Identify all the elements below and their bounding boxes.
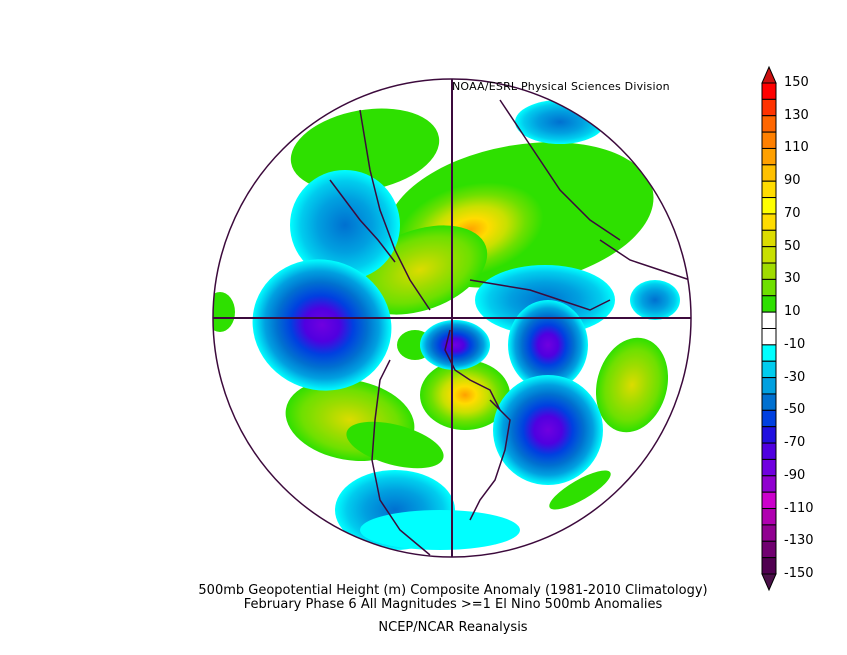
colorbar-segment: [761, 164, 777, 182]
colorbar-segment: [761, 180, 777, 199]
colorbar-segment: [761, 491, 777, 510]
colorbar-segment: [761, 524, 777, 542]
colorbar-tick-label: -150: [784, 566, 814, 581]
colorbar-segment: [761, 82, 777, 100]
colorbar-segment: [761, 115, 777, 133]
colorbar-segment: [761, 540, 777, 559]
colorbar-segment: [761, 98, 777, 117]
colorbar-segment: [761, 246, 777, 264]
colorbar-segment: [761, 197, 777, 215]
colorbar-tick-label: 10: [784, 304, 801, 320]
colorbar-tick-label: 110: [784, 140, 809, 156]
colorbar-segment: [761, 377, 777, 395]
credit-text: NOAA/ESRL Physical Sciences Division: [452, 80, 670, 93]
colorbar-tick-label: 30: [784, 271, 801, 287]
colorbar-segments: [761, 82, 777, 575]
colorbar-over-arrow: [761, 65, 777, 84]
colorbar-tick-label: 150: [784, 75, 809, 90]
colorbar-tick-label: 130: [784, 107, 809, 123]
colorbar-under-arrow: [761, 573, 777, 592]
colorbar-tick-label: -110: [784, 500, 814, 516]
caption-line-2: February Phase 6 All Magnitudes >=1 El N…: [243, 597, 663, 612]
colorbar-segment: [761, 409, 777, 428]
colorbar-segment: [761, 213, 777, 231]
colorbar-segment: [761, 393, 777, 411]
colorbar-tick-label: -50: [784, 402, 806, 418]
colorbar-segment: [761, 262, 777, 280]
colorbar-tick-label: -10: [784, 336, 806, 352]
caption-line-1: 500mb Geopotential Height (m) Composite …: [198, 583, 708, 598]
colorbar-segment: [761, 147, 777, 166]
colorbar-segment: [761, 229, 777, 248]
colorbar-segment: [761, 475, 777, 493]
colorbar-segment: [761, 557, 777, 575]
coastlines: [329, 99, 691, 556]
colorbar-segment: [761, 508, 777, 526]
colorbar-segment: [761, 442, 777, 460]
colorbar-segment: [761, 278, 777, 297]
caption-line-3: NCEP/NCAR Reanalysis: [378, 620, 528, 635]
colorbar-segment: [761, 344, 777, 362]
colorbar-tick-label: 70: [784, 205, 801, 221]
colorbar-segment: [761, 426, 777, 444]
colorbar-segment: [761, 311, 777, 329]
colorbar-segment: [761, 360, 777, 379]
map-boundary: [212, 78, 692, 558]
colorbar-tick-label: -70: [784, 435, 806, 451]
colorbar-tick-label: 50: [784, 238, 801, 254]
colorbar-tick-label: 90: [784, 173, 801, 189]
colorbar-tick-label: -90: [784, 467, 806, 483]
colorbar-segment: [761, 295, 777, 313]
colorbar-segment: [761, 458, 777, 477]
colorbar-tick-label: -130: [784, 533, 814, 549]
colorbar-segment: [761, 328, 777, 346]
colorbar-tick-label: -30: [784, 369, 806, 385]
colorbar-segment: [761, 131, 777, 149]
